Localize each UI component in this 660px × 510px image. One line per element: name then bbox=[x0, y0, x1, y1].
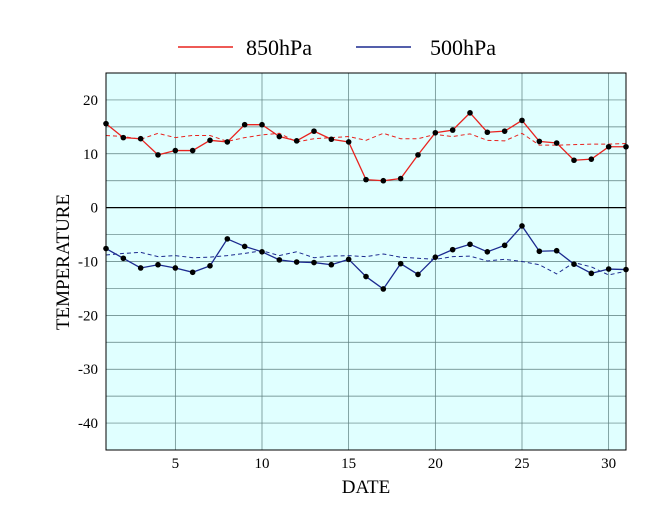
data-point-500hpa bbox=[484, 249, 491, 255]
data-point-850hpa bbox=[363, 176, 369, 183]
data-point-500hpa bbox=[467, 241, 473, 248]
data-point-850hpa bbox=[432, 129, 439, 136]
x-tick-label: 5 bbox=[172, 456, 180, 472]
x-axis-title: DATE bbox=[342, 477, 391, 498]
data-point-850hpa bbox=[120, 134, 127, 141]
x-tick-label: 30 bbox=[601, 456, 616, 472]
data-point-500hpa bbox=[189, 269, 196, 276]
data-point-850hpa bbox=[571, 157, 577, 164]
data-point-500hpa bbox=[207, 263, 213, 269]
y-tick-label: -10 bbox=[78, 255, 98, 271]
data-point-850hpa bbox=[311, 128, 317, 134]
legend-label-500hpa: 500hPa bbox=[430, 35, 496, 60]
data-point-500hpa bbox=[259, 249, 265, 255]
data-point-500hpa bbox=[276, 257, 283, 263]
y-tick-label: -30 bbox=[78, 362, 98, 378]
data-point-500hpa bbox=[397, 260, 404, 267]
data-point-500hpa bbox=[605, 266, 612, 272]
data-point-500hpa bbox=[328, 261, 335, 268]
data-point-850hpa bbox=[276, 133, 283, 140]
data-point-850hpa bbox=[241, 121, 248, 128]
normal-line-500hpa bbox=[105, 250, 627, 276]
y-tick-label: -20 bbox=[78, 308, 98, 324]
series-layer bbox=[103, 110, 629, 292]
y-tick-label: 0 bbox=[91, 201, 99, 217]
data-point-850hpa bbox=[588, 156, 595, 162]
y-tick-label: 20 bbox=[83, 93, 98, 109]
data-point-850hpa bbox=[293, 138, 300, 144]
data-point-850hpa bbox=[553, 140, 560, 146]
data-point-850hpa bbox=[259, 121, 265, 128]
data-point-850hpa bbox=[519, 117, 525, 124]
data-point-850hpa bbox=[189, 147, 196, 154]
x-tick-label: 10 bbox=[255, 456, 270, 472]
data-point-500hpa bbox=[155, 261, 161, 268]
x-tick-label: 25 bbox=[515, 456, 530, 472]
tick-labels: 5 10 15 20 25 30 20 10 0 -10 -20 -30 -40 bbox=[78, 93, 616, 472]
data-point-500hpa bbox=[120, 255, 127, 262]
data-point-850hpa bbox=[536, 138, 543, 145]
data-point-500hpa bbox=[345, 256, 352, 263]
data-point-500hpa bbox=[415, 271, 421, 278]
data-point-850hpa bbox=[345, 139, 352, 145]
y-tick-label: 10 bbox=[83, 147, 98, 163]
plot-frame bbox=[105, 72, 627, 451]
normal-line-850hpa bbox=[105, 132, 627, 146]
data-point-850hpa bbox=[415, 152, 421, 158]
data-point-500hpa bbox=[380, 286, 387, 292]
data-point-850hpa bbox=[449, 127, 456, 133]
data-point-500hpa bbox=[311, 259, 317, 266]
x-tick-label: 15 bbox=[341, 456, 356, 472]
grid bbox=[106, 73, 626, 450]
data-point-850hpa bbox=[380, 177, 387, 184]
data-point-500hpa bbox=[293, 259, 300, 265]
data-point-500hpa bbox=[224, 236, 231, 242]
data-point-500hpa bbox=[588, 270, 595, 277]
data-point-500hpa bbox=[363, 273, 369, 280]
data-point-500hpa bbox=[571, 261, 577, 267]
data-point-850hpa bbox=[605, 143, 612, 150]
data-point-850hpa bbox=[501, 128, 508, 134]
y-tick-label: -40 bbox=[78, 416, 98, 432]
x-tick-label: 20 bbox=[428, 456, 443, 472]
data-point-500hpa bbox=[137, 265, 144, 271]
data-point-500hpa bbox=[501, 242, 508, 249]
data-point-500hpa bbox=[553, 247, 560, 254]
data-point-500hpa bbox=[449, 246, 456, 253]
data-point-850hpa bbox=[207, 137, 213, 144]
data-point-850hpa bbox=[484, 129, 491, 136]
data-point-500hpa bbox=[172, 265, 179, 271]
data-point-500hpa bbox=[432, 254, 439, 260]
data-point-500hpa bbox=[241, 243, 248, 250]
y-axis-title: TEMPERATURE bbox=[53, 194, 74, 330]
data-point-850hpa bbox=[137, 135, 144, 142]
data-point-500hpa bbox=[536, 248, 543, 255]
legend: 850hPa 500hPa bbox=[178, 35, 496, 60]
legend-label-850hpa: 850hPa bbox=[246, 35, 312, 60]
data-point-850hpa bbox=[224, 139, 231, 145]
data-point-850hpa bbox=[397, 175, 404, 182]
data-point-850hpa bbox=[172, 147, 179, 154]
data-point-500hpa bbox=[519, 223, 525, 229]
data-point-850hpa bbox=[467, 110, 473, 116]
data-point-850hpa bbox=[155, 152, 161, 158]
data-point-850hpa bbox=[328, 136, 335, 143]
